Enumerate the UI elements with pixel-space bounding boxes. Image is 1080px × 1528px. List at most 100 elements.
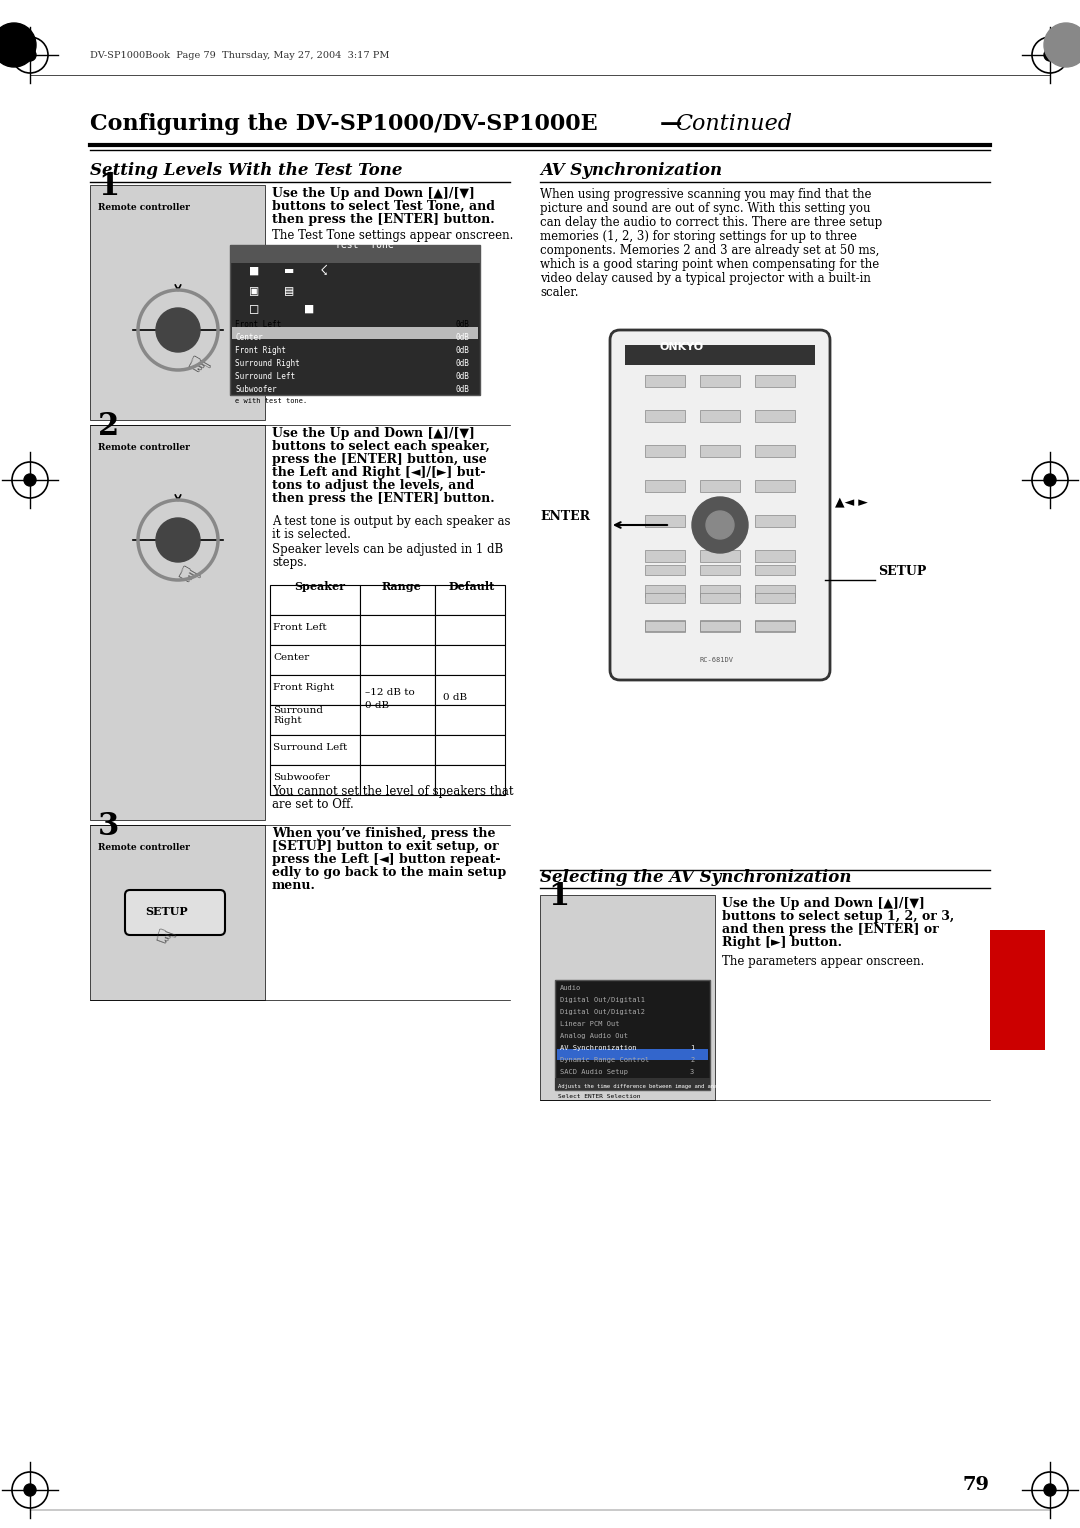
Bar bbox=[360, 614, 435, 645]
Bar bbox=[700, 593, 740, 604]
Text: Right: Right bbox=[273, 717, 301, 724]
Text: buttons to select Test Tone, and: buttons to select Test Tone, and bbox=[272, 200, 495, 212]
Bar bbox=[360, 766, 435, 795]
Text: then press the [ENTER] button.: then press the [ENTER] button. bbox=[272, 492, 495, 504]
Bar bbox=[270, 766, 360, 795]
Text: Center: Center bbox=[273, 652, 309, 662]
Text: 2: 2 bbox=[98, 411, 119, 442]
Text: it is selected.: it is selected. bbox=[272, 529, 351, 541]
Text: 0dB: 0dB bbox=[455, 385, 469, 394]
Bar bbox=[700, 620, 740, 633]
Text: ☇: ☇ bbox=[320, 264, 328, 278]
Text: Remote controller: Remote controller bbox=[98, 443, 190, 452]
Text: 0dB: 0dB bbox=[455, 319, 469, 329]
Bar bbox=[435, 766, 505, 795]
Text: Speaker levels can be adjusted in 1 dB: Speaker levels can be adjusted in 1 dB bbox=[272, 542, 503, 556]
Text: Audio: Audio bbox=[561, 986, 581, 992]
Text: Default: Default bbox=[449, 581, 496, 591]
Bar bbox=[645, 593, 685, 604]
Text: the Left and Right [◄]/[►] but-: the Left and Right [◄]/[►] but- bbox=[272, 466, 486, 478]
Text: 79: 79 bbox=[963, 1476, 990, 1494]
Bar bbox=[360, 704, 435, 735]
Bar bbox=[755, 445, 795, 457]
Text: video delay caused by a typical projector with a built-in: video delay caused by a typical projecto… bbox=[540, 272, 870, 286]
Text: You cannot set the level of speakers that: You cannot set the level of speakers tha… bbox=[272, 785, 513, 798]
Circle shape bbox=[1044, 23, 1080, 67]
Text: DV-SP1000Book  Page 79  Thursday, May 27, 2004  3:17 PM: DV-SP1000Book Page 79 Thursday, May 27, … bbox=[90, 50, 390, 60]
Bar bbox=[90, 825, 265, 999]
Bar bbox=[645, 620, 685, 631]
Bar bbox=[645, 565, 685, 575]
Bar bbox=[700, 550, 740, 562]
Circle shape bbox=[1044, 1484, 1056, 1496]
Bar bbox=[755, 585, 795, 597]
Bar bbox=[360, 645, 435, 675]
Bar bbox=[645, 585, 685, 597]
FancyBboxPatch shape bbox=[610, 330, 831, 680]
Bar bbox=[755, 565, 795, 575]
Text: 0 dB: 0 dB bbox=[365, 701, 389, 711]
Text: tons to adjust the levels, and: tons to adjust the levels, and bbox=[272, 478, 474, 492]
Text: scaler.: scaler. bbox=[540, 286, 579, 299]
Bar bbox=[700, 480, 740, 492]
Text: □: □ bbox=[249, 303, 258, 316]
Text: can delay the audio to correct this. There are three setup: can delay the audio to correct this. The… bbox=[540, 215, 882, 229]
Text: buttons to select setup 1, 2, or 3,: buttons to select setup 1, 2, or 3, bbox=[723, 911, 955, 923]
Text: Dynamic Range Control: Dynamic Range Control bbox=[561, 1057, 649, 1063]
Text: Surround: Surround bbox=[273, 706, 323, 715]
Text: press the [ENTER] button, use: press the [ENTER] button, use bbox=[272, 452, 487, 466]
Text: Front Right: Front Right bbox=[273, 683, 334, 692]
Text: 0dB: 0dB bbox=[455, 371, 469, 380]
Bar bbox=[990, 931, 1045, 1050]
Text: AV Synchronization: AV Synchronization bbox=[540, 162, 723, 179]
Text: components. Memories 2 and 3 are already set at 50 ms,: components. Memories 2 and 3 are already… bbox=[540, 244, 879, 257]
Text: menu.: menu. bbox=[272, 879, 315, 892]
Text: ONKYO: ONKYO bbox=[660, 342, 704, 351]
Circle shape bbox=[1044, 474, 1056, 486]
Text: Subwoofer: Subwoofer bbox=[273, 773, 329, 782]
Text: [SETUP] button to exit setup, or: [SETUP] button to exit setup, or bbox=[272, 840, 499, 853]
Bar bbox=[435, 735, 505, 766]
Text: Digital Out/Digital1: Digital Out/Digital1 bbox=[561, 996, 645, 1002]
Text: Select ENTER Selection: Select ENTER Selection bbox=[558, 1094, 640, 1099]
Text: 0dB: 0dB bbox=[455, 345, 469, 354]
Bar bbox=[435, 704, 505, 735]
Text: Continued: Continued bbox=[675, 113, 792, 134]
Bar bbox=[270, 645, 360, 675]
Bar bbox=[645, 480, 685, 492]
Text: ▣: ▣ bbox=[249, 284, 258, 298]
Text: 1: 1 bbox=[98, 171, 119, 202]
Text: RC-681DV: RC-681DV bbox=[700, 657, 734, 663]
Text: Setting Levels With the Test Tone: Setting Levels With the Test Tone bbox=[90, 162, 403, 179]
Bar bbox=[700, 374, 740, 387]
Bar bbox=[360, 675, 435, 704]
Circle shape bbox=[0, 23, 36, 67]
Circle shape bbox=[24, 474, 36, 486]
Text: then press the [ENTER] button.: then press the [ENTER] button. bbox=[272, 212, 495, 226]
Bar bbox=[755, 593, 795, 604]
Bar bbox=[625, 345, 815, 365]
Text: 0dB: 0dB bbox=[455, 359, 469, 368]
Text: The Test Tone settings appear onscreen.: The Test Tone settings appear onscreen. bbox=[272, 229, 513, 241]
Circle shape bbox=[692, 497, 748, 553]
Circle shape bbox=[24, 1484, 36, 1496]
Bar bbox=[232, 327, 478, 339]
Bar bbox=[270, 735, 360, 766]
Circle shape bbox=[156, 518, 200, 562]
Text: ▲◄ ►: ▲◄ ► bbox=[835, 495, 868, 507]
Text: edly to go back to the main setup: edly to go back to the main setup bbox=[272, 866, 507, 879]
Bar bbox=[700, 410, 740, 422]
Text: Front Right: Front Right bbox=[235, 345, 286, 354]
Text: Linear PCM Out: Linear PCM Out bbox=[561, 1021, 620, 1027]
Text: ▬: ▬ bbox=[285, 264, 294, 278]
Text: –12 dB to: –12 dB to bbox=[365, 688, 415, 697]
Text: Subwoofer: Subwoofer bbox=[235, 385, 276, 394]
Bar bbox=[755, 620, 795, 631]
Text: 1: 1 bbox=[548, 882, 569, 912]
Text: ☞: ☞ bbox=[180, 350, 216, 387]
Bar bbox=[645, 410, 685, 422]
Text: Remote controller: Remote controller bbox=[98, 203, 190, 212]
Text: SACD Audio Setup: SACD Audio Setup bbox=[561, 1070, 627, 1076]
Bar bbox=[645, 445, 685, 457]
Text: ■: ■ bbox=[305, 303, 313, 316]
